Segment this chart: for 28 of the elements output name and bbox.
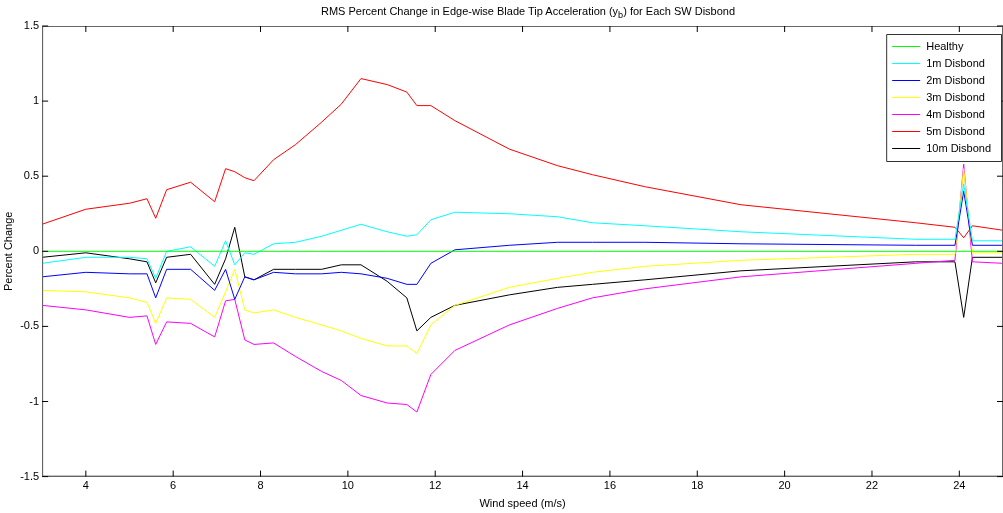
legend-label: 5m Disbond xyxy=(926,124,985,137)
chart-title: RMS Percent Change in Edge-wise Blade Tip Acceleration (y$_{b}$) for Each SW Disbond xyxy=(319,5,737,21)
x-tick-label: 22 xyxy=(865,479,879,492)
x-tick-label: 16 xyxy=(603,479,617,492)
legend-label: 10m Disbond xyxy=(926,141,992,154)
legend-label: 1m Disbond xyxy=(926,56,985,69)
y-tick-label: 0.5 xyxy=(23,169,40,182)
x-tick-label: 20 xyxy=(778,479,791,492)
y-tick-label: 0 xyxy=(33,244,40,257)
x-tick-label: 14 xyxy=(516,479,529,492)
x-tick-label: 8 xyxy=(257,479,264,492)
x-tick-label: 4 xyxy=(82,479,89,492)
x-tick-label: 12 xyxy=(429,479,442,492)
y-axis-title: Percent Change xyxy=(1,211,14,292)
legend-label: Healthy xyxy=(926,39,964,52)
legend-label: 4m Disbond xyxy=(926,107,985,120)
y-tick-label: -1.5 xyxy=(20,469,40,482)
x-tick-label: 24 xyxy=(953,479,966,492)
y-tick-label: 1.5 xyxy=(23,19,40,32)
y-tick-label: 1 xyxy=(33,94,40,107)
x-tick-label: 6 xyxy=(170,479,177,492)
x-tick-label: 10 xyxy=(341,479,354,492)
x-tick-label: 18 xyxy=(691,479,704,492)
legend-label: 2m Disbond xyxy=(926,73,985,86)
x-axis-title: Wind speed (m/s) xyxy=(479,497,566,510)
y-tick-label: -1 xyxy=(29,394,40,407)
y-tick-label: -0.5 xyxy=(20,319,40,332)
legend-label: 3m Disbond xyxy=(926,90,985,103)
